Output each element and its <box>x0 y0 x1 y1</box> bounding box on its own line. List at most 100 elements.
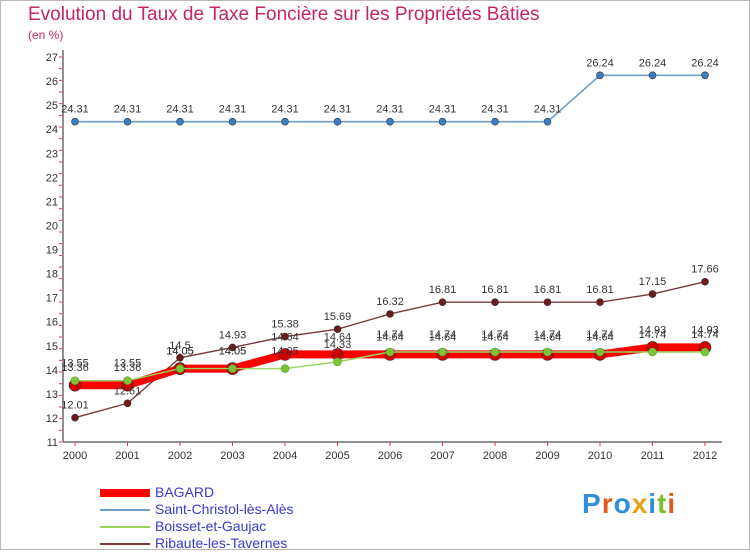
data-label: 26.24 <box>586 57 614 69</box>
data-point <box>281 332 289 341</box>
data-point <box>595 347 605 357</box>
data-label: 14.93 <box>639 324 667 336</box>
proxiti-logo: Proxiti <box>582 488 677 519</box>
data-label: 12.01 <box>61 400 89 412</box>
data-point <box>333 325 342 333</box>
data-label: 14.05 <box>271 346 299 358</box>
data-label: 14.05 <box>219 346 247 358</box>
data-point <box>648 347 657 357</box>
x-tick-label: 2006 <box>378 450 402 462</box>
y-tick-label: 17 <box>46 293 58 305</box>
data-point <box>71 117 79 126</box>
data-point <box>278 348 292 361</box>
data-label: 26.24 <box>639 57 667 69</box>
chart-legend: BAGARD Saint-Christol-lès-Alès Boisset-et-… <box>100 484 360 552</box>
series-ribaute-les-tavernes <box>71 277 709 422</box>
data-label: 14.33 <box>324 339 352 351</box>
data-point <box>491 298 499 306</box>
data-point <box>333 117 342 126</box>
data-label: 13.36 <box>61 362 89 374</box>
data-point <box>333 357 342 367</box>
data-label: 14.05 <box>219 346 247 358</box>
data-point <box>490 347 500 357</box>
data-point <box>281 117 289 126</box>
data-label: 14.64 <box>586 331 614 343</box>
x-tick-label: 2000 <box>63 450 87 462</box>
data-label: 14.05 <box>166 346 194 358</box>
y-tick-label: 22 <box>46 172 58 184</box>
data-point <box>70 376 80 385</box>
data-point <box>71 413 79 422</box>
data-label: 26.24 <box>691 57 719 69</box>
data-label: 14.64 <box>324 331 352 343</box>
x-tick-label: 2012 <box>693 450 717 462</box>
x-tick-label: 2005 <box>325 450 349 462</box>
legend-item: Boisset-et-Gaujac <box>100 518 360 535</box>
data-label: 17.66 <box>691 264 719 276</box>
legend-label: Saint-Christol-lès-Alès <box>155 501 294 517</box>
data-point <box>123 376 132 385</box>
data-label: 16.81 <box>534 284 562 296</box>
y-tick-label: 15 <box>46 341 58 353</box>
data-label: 14.64 <box>429 331 457 343</box>
data-label: 13.55 <box>114 358 142 370</box>
x-tick-label: 2008 <box>483 450 507 462</box>
data-label: 14.74 <box>376 329 404 341</box>
data-label: 15.38 <box>271 319 299 331</box>
data-label: 14.74 <box>691 329 719 341</box>
data-point <box>123 399 132 408</box>
data-label: 14.74 <box>586 329 614 341</box>
y-tick-label: 20 <box>46 220 58 232</box>
data-label: 16.81 <box>586 284 614 296</box>
data-point <box>176 117 184 126</box>
data-point <box>386 310 394 318</box>
data-label: 14.5 <box>169 340 190 352</box>
data-point <box>228 364 237 373</box>
y-tick-label: 14 <box>46 365 58 377</box>
y-tick-label: 21 <box>46 196 58 208</box>
data-point <box>438 347 447 357</box>
y-tick-label: 16 <box>46 317 58 329</box>
data-point <box>596 71 604 80</box>
data-label: 16.81 <box>481 284 509 296</box>
y-tick-label: 26 <box>46 76 58 88</box>
x-tick-label: 2010 <box>588 450 612 462</box>
legend-item: Saint-Christol-lès-Alès <box>100 501 360 518</box>
data-label: 24.31 <box>166 104 194 116</box>
y-tick-label: 27 <box>46 52 58 64</box>
data-point <box>648 290 657 298</box>
x-tick-label: 2002 <box>168 450 192 462</box>
data-label: 14.93 <box>691 324 719 336</box>
data-label: 14.74 <box>639 329 667 341</box>
data-label: 16.81 <box>429 284 457 296</box>
data-label: 24.31 <box>114 104 142 116</box>
y-tick-label: 12 <box>46 413 58 425</box>
series-saint-christol-les-ales <box>71 71 709 126</box>
data-label: 24.31 <box>429 104 457 116</box>
data-label: 14.93 <box>219 329 247 341</box>
legend-swatch <box>100 543 150 545</box>
data-point <box>543 117 552 126</box>
data-point <box>701 277 709 286</box>
x-tick-label: 2009 <box>535 450 559 462</box>
data-point <box>648 71 657 80</box>
y-tick-label: 19 <box>46 245 58 257</box>
data-point <box>123 117 132 126</box>
data-label: 14.64 <box>534 331 562 343</box>
legend-item: BAGARD <box>100 484 360 501</box>
legend-label: Boisset-et-Gaujac <box>155 518 267 534</box>
data-label: 14.74 <box>481 329 509 341</box>
data-label: 24.31 <box>481 104 509 116</box>
data-point <box>700 347 710 357</box>
legend-swatch <box>100 489 150 497</box>
x-tick-label: 2001 <box>115 450 139 462</box>
y-tick-label: 13 <box>46 389 58 401</box>
data-label: 24.31 <box>271 104 299 116</box>
x-tick-label: 2007 <box>430 450 454 462</box>
legend-label: Ribaute-les-Tavernes <box>155 535 288 551</box>
data-label: 12.61 <box>114 385 142 397</box>
data-point <box>228 117 237 126</box>
data-point <box>543 347 552 357</box>
